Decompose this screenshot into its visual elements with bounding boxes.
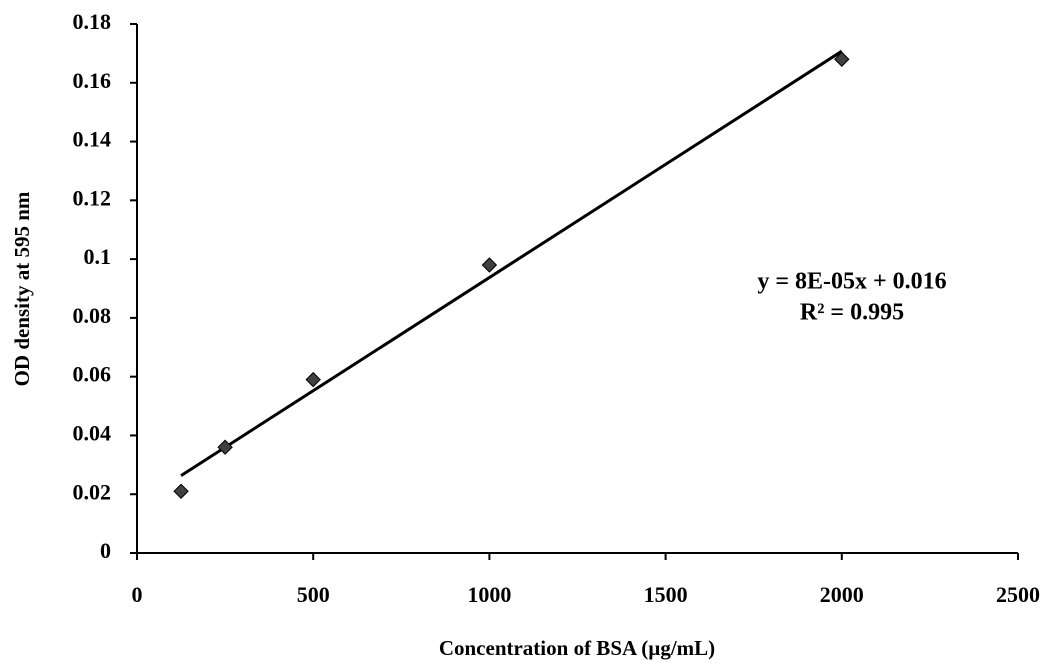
- x-tick-label: 0: [132, 582, 143, 607]
- y-tick-label: 0.12: [73, 185, 112, 210]
- y-tick-label: 0.04: [73, 420, 112, 445]
- r-squared: R² = 0.995: [800, 300, 904, 326]
- y-tick-label: 0.02: [73, 479, 112, 504]
- trendline: [180, 49, 843, 477]
- y-tick-label: 0.1: [84, 244, 112, 269]
- data-point: [217, 439, 233, 455]
- x-tick-label: 500: [297, 582, 330, 607]
- data-point: [481, 257, 498, 273]
- equation: y = 8E-05x + 0.016: [757, 269, 946, 295]
- y-tick-label: 0.06: [73, 362, 112, 387]
- y-tick-label: 0: [100, 538, 111, 563]
- y-tick-label: 0.16: [73, 68, 112, 93]
- x-tick-label: 1500: [644, 582, 688, 607]
- data-point: [834, 51, 850, 67]
- y-tick-label: 0.08: [73, 303, 112, 328]
- data-point: [305, 371, 321, 388]
- y-axis-title: OD density at 595 nm: [10, 191, 34, 386]
- data-point: [173, 483, 189, 499]
- x-tick-label: 1000: [467, 582, 511, 607]
- y-tick-label: 0.18: [73, 9, 112, 34]
- y-tick-label: 0.14: [73, 127, 112, 152]
- x-axis-title: Concentration of BSA (µg/mL): [439, 636, 715, 660]
- x-tick-label: 2500: [996, 582, 1040, 607]
- x-tick-label: 2000: [820, 582, 864, 607]
